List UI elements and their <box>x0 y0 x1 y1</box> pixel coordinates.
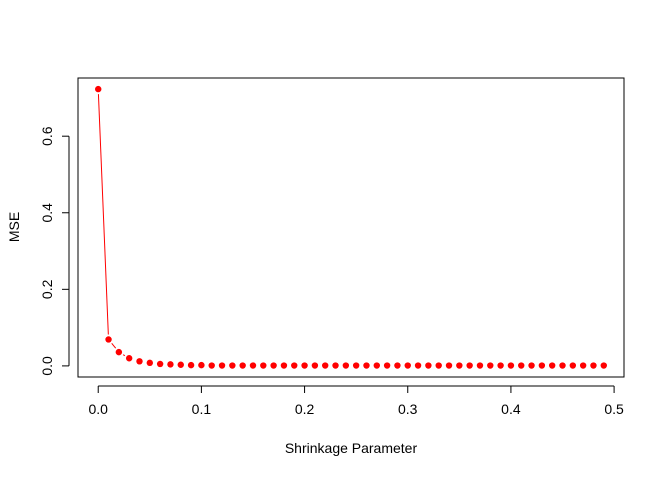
data-point <box>569 362 577 369</box>
data-point <box>425 362 432 369</box>
y-axis-title: MSE <box>6 212 22 242</box>
x-tick-label: 0.1 <box>192 401 212 417</box>
data-point <box>125 355 133 362</box>
x-tick-label: 0.0 <box>88 401 108 417</box>
data-point <box>301 362 308 369</box>
data-point <box>373 362 380 369</box>
x-axis-title: Shrinkage Parameter <box>285 440 418 456</box>
data-point <box>466 362 473 369</box>
data-point <box>270 362 277 369</box>
data-point <box>590 362 597 369</box>
data-point <box>208 362 215 369</box>
data-point <box>198 361 205 369</box>
data-point <box>177 361 184 368</box>
data-point <box>311 362 319 369</box>
y-tick-label: 0.4 <box>39 203 55 223</box>
data-point <box>414 362 422 369</box>
data-point <box>95 85 102 93</box>
y-tick-label: 0.6 <box>39 126 55 146</box>
data-point <box>476 362 484 369</box>
data-point <box>280 362 288 369</box>
data-point <box>600 362 607 369</box>
series-line-segment <box>122 354 126 357</box>
series-line-segment <box>97 94 109 335</box>
x-tick-label: 0.5 <box>604 401 624 417</box>
x-tick-label: 0.3 <box>398 401 418 417</box>
data-point <box>507 362 515 369</box>
data-point <box>156 360 164 368</box>
data-point <box>218 362 226 369</box>
data-point <box>528 362 535 369</box>
data-point <box>239 362 246 369</box>
data-point <box>456 362 463 369</box>
data-point <box>167 361 174 368</box>
data-point <box>229 362 236 369</box>
data-point <box>187 361 195 369</box>
series-layer <box>95 85 607 369</box>
data-point <box>291 362 298 369</box>
data-point <box>322 362 329 369</box>
data-point <box>363 362 370 369</box>
data-point <box>352 362 360 369</box>
data-point <box>487 362 494 369</box>
data-point <box>497 362 504 369</box>
data-point <box>146 359 154 367</box>
data-point <box>518 362 525 369</box>
x-tick-label: 0.4 <box>501 401 521 417</box>
data-point <box>260 362 267 369</box>
data-point <box>394 362 401 369</box>
series-line-segment <box>111 343 117 349</box>
y-tick-label: 0.2 <box>39 279 55 299</box>
data-point <box>579 362 587 369</box>
data-point <box>404 362 411 369</box>
data-point <box>249 362 257 369</box>
y-axis: 0.0 0.2 0.4 0.6 <box>39 126 70 376</box>
x-tick-label: 0.2 <box>295 401 315 417</box>
data-point <box>548 362 556 369</box>
data-point <box>136 358 143 365</box>
data-point <box>559 362 566 369</box>
data-point <box>342 362 350 369</box>
plot-frame <box>77 77 625 378</box>
data-point <box>332 362 339 369</box>
data-point <box>445 362 453 369</box>
y-tick-label: 0.0 <box>39 356 55 376</box>
data-point <box>435 362 442 369</box>
data-point <box>105 336 112 343</box>
x-axis: 0.0 0.1 0.2 0.3 0.4 0.5 <box>88 385 624 417</box>
data-point <box>383 362 391 369</box>
data-point <box>115 348 123 356</box>
data-point <box>538 362 546 369</box>
